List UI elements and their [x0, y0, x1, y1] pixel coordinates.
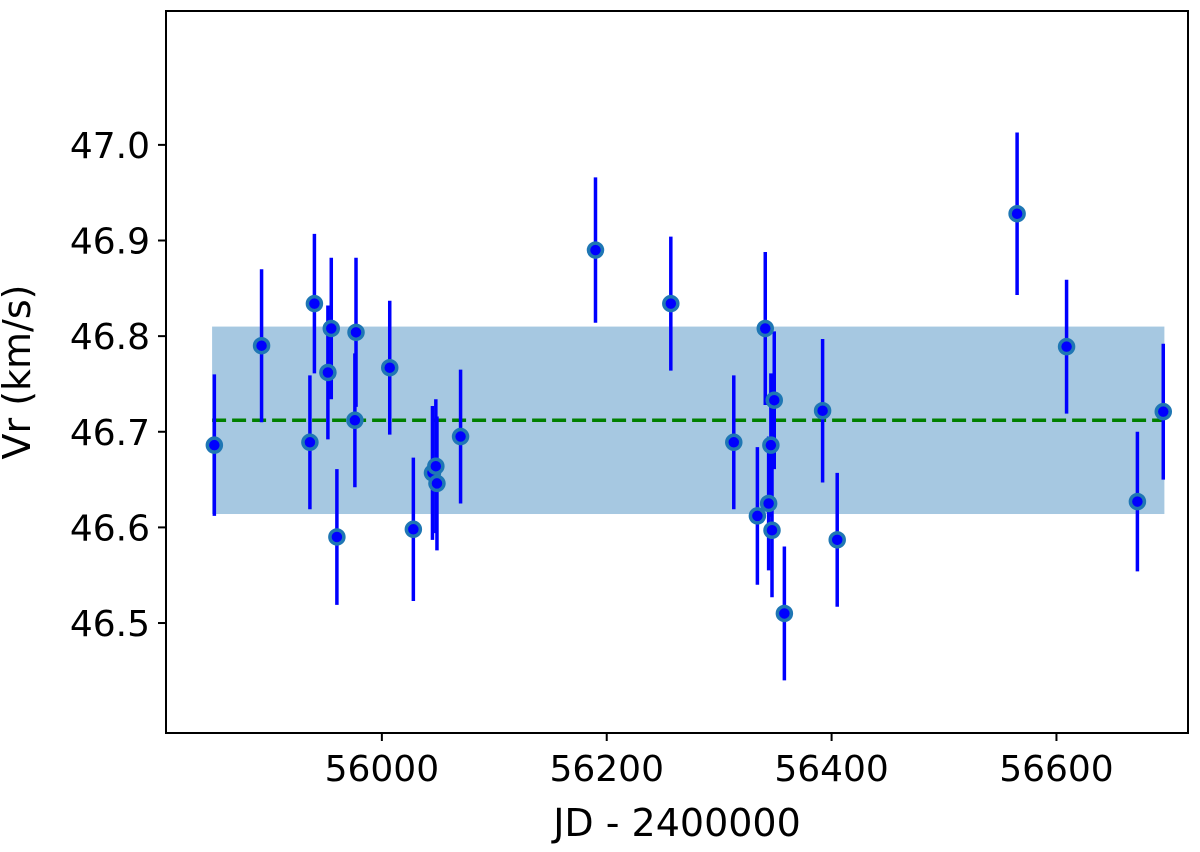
data-point-10 — [404, 520, 423, 539]
x-tick-label-0: 56000 — [325, 749, 440, 790]
data-point-3 — [305, 294, 324, 313]
data-point-22 — [763, 521, 781, 540]
data-point-28 — [1057, 337, 1076, 356]
data-point-15 — [586, 241, 605, 259]
y-tick-label-5: 47.0 — [70, 126, 150, 167]
data-point-5 — [322, 319, 341, 338]
data-point-25 — [813, 401, 832, 420]
y-tick-label-1: 46.6 — [70, 508, 150, 549]
data-point-29 — [1128, 492, 1147, 511]
y-axis-ticks: 46.5 46.6 46.7 46.8 46.9 47.0 — [70, 126, 166, 645]
data-point-18 — [748, 507, 767, 525]
plot-frame — [165, 10, 1189, 734]
data-point-21 — [762, 436, 780, 454]
y-tick-label-3: 46.8 — [70, 317, 150, 358]
data-point-23 — [765, 391, 784, 409]
data-point-17 — [725, 433, 743, 452]
data-point-24 — [775, 604, 794, 623]
data-point-12 — [427, 457, 445, 475]
y-tick-label-4: 46.9 — [70, 222, 150, 263]
y-tick-label-2: 46.7 — [70, 413, 150, 454]
data-point-4 — [319, 363, 337, 382]
data-point-7 — [346, 411, 364, 430]
x-tick-label-2: 56400 — [774, 749, 889, 790]
data-point-8 — [347, 323, 365, 342]
data-point-26 — [828, 531, 846, 549]
data-point-1 — [252, 336, 271, 355]
data-point-0 — [205, 436, 224, 454]
y-tick-label-0: 46.5 — [70, 604, 150, 645]
x-axis-ticks: 56000 56200 56400 56600 — [325, 733, 1114, 790]
data-point-2 — [301, 433, 319, 452]
x-axis-label: JD - 2400000 — [551, 801, 801, 845]
data-point-6 — [328, 528, 346, 546]
data-point-19 — [756, 319, 775, 338]
x-tick-label-1: 56200 — [549, 749, 664, 790]
data-point-20 — [759, 494, 778, 513]
data-point-9 — [380, 358, 399, 377]
data-point-13 — [428, 474, 446, 493]
x-tick-label-3: 56600 — [999, 749, 1114, 790]
data-points — [205, 204, 1173, 623]
data-point-27 — [1008, 204, 1026, 223]
data-point-14 — [451, 427, 470, 446]
y-axis-label: Vr (km/s) — [0, 285, 39, 460]
data-point-16 — [662, 294, 680, 313]
data-point-30 — [1154, 402, 1173, 421]
